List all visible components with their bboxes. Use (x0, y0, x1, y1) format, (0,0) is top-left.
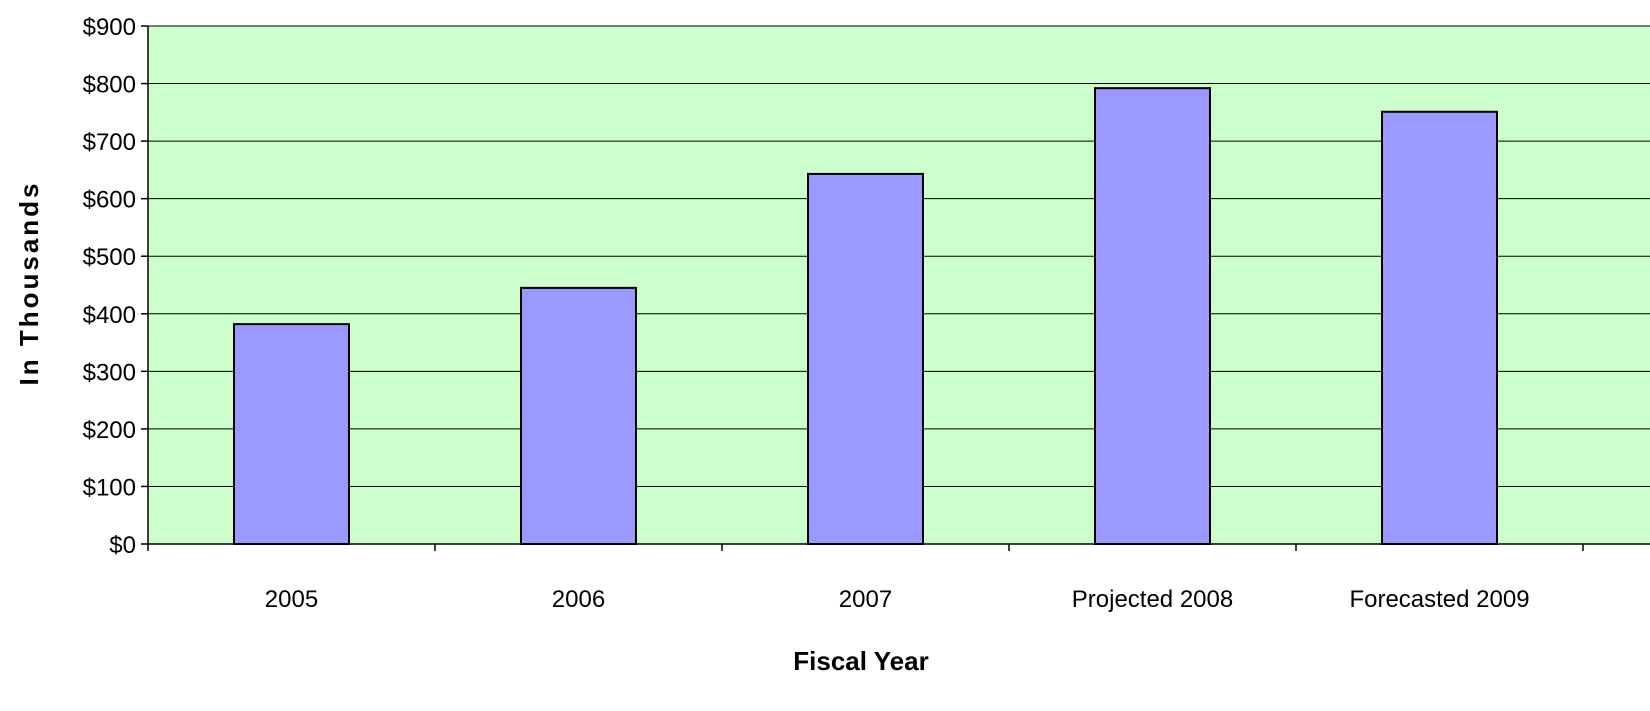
x-tick-label: Projected 2008 (1072, 586, 1233, 613)
y-tick-label: $100 (83, 474, 136, 501)
y-tick-label: $400 (83, 302, 136, 329)
y-tick-label: $500 (83, 244, 136, 271)
x-tick-label: Forecasted 2009 (1349, 586, 1529, 613)
bar-forecasted-2009 (1381, 110, 1498, 545)
bars (233, 87, 1498, 546)
x-tick-labels: 2005 2006 2007 Projected 2008 Forecasted 200… (265, 586, 1530, 613)
x-tick-label: 2006 (552, 586, 605, 613)
bar-2007 (807, 172, 924, 545)
x-tick-label: 2007 (839, 586, 892, 613)
y-axis-title: In Thousands (14, 181, 44, 386)
bar-projected-2008 (1094, 87, 1211, 545)
y-tick-label: $300 (83, 359, 136, 386)
bar-2006 (520, 286, 637, 545)
y-tick-label: $200 (83, 417, 136, 444)
y-tick-label: $900 (83, 14, 136, 41)
y-tick-labels: $0 $100 $200 $300 $400 $500 $600 $700 $800 $900 (83, 14, 136, 559)
bar-2005 (233, 323, 350, 546)
y-tick-label: $0 (109, 532, 136, 559)
x-tick-label: 2005 (265, 586, 318, 613)
axes (141, 25, 1650, 551)
y-tick-label: $800 (83, 72, 136, 99)
y-tick-label: $600 (83, 187, 136, 214)
x-axis-title: Fiscal Year (793, 646, 928, 676)
y-tick-label: $700 (83, 129, 136, 156)
